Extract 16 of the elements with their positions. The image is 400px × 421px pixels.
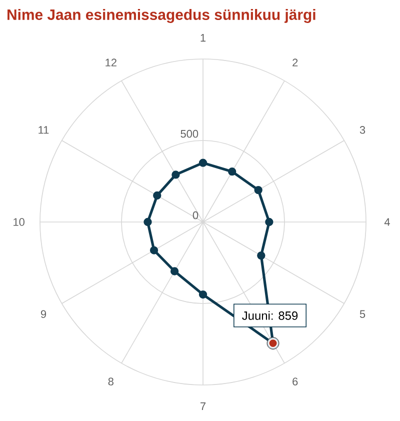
spoke-label: 1 <box>200 34 206 42</box>
spoke-label: 6 <box>292 378 298 386</box>
chart-title: Nime Jaan esinemissagedus sünnikuu järgi <box>8 9 316 23</box>
y-tick-label: 500 <box>180 130 198 138</box>
spoke-label: 5 <box>360 310 366 318</box>
spoke-label: 8 <box>108 378 114 386</box>
spoke-label: 11 <box>38 126 49 134</box>
spoke-label: 10 <box>14 218 24 226</box>
text: Juuni: 859 <box>242 311 298 320</box>
spoke-label: 3 <box>360 126 366 134</box>
spoke-label: 12 <box>106 58 116 66</box>
spoke-label: 4 <box>384 218 390 226</box>
spoke-label: 9 <box>40 310 46 318</box>
y-tick-label: 0 <box>192 211 198 220</box>
spoke-label: 7 <box>200 402 206 410</box>
spoke-label: 2 <box>292 58 298 66</box>
